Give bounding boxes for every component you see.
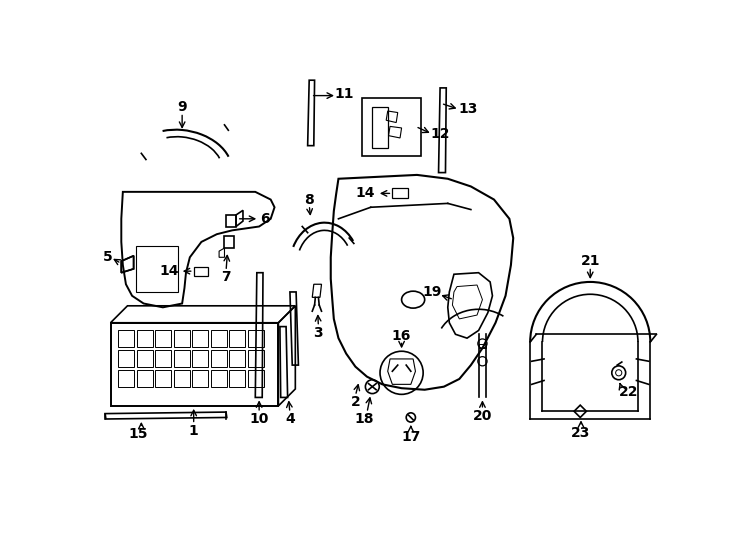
Text: 14: 14 [159,264,179,278]
Text: 15: 15 [128,427,148,441]
Text: 4: 4 [285,412,295,426]
Text: 12: 12 [430,127,450,141]
Text: 18: 18 [355,412,374,426]
Text: 21: 21 [581,254,600,268]
Text: 22: 22 [619,385,639,399]
Text: 16: 16 [392,329,411,343]
Text: 10: 10 [250,412,269,426]
Text: 13: 13 [459,103,479,117]
Text: 1: 1 [189,423,199,437]
Text: 11: 11 [335,87,355,101]
Text: 19: 19 [423,285,442,299]
Text: 7: 7 [221,269,230,284]
Text: 14: 14 [356,186,375,200]
Text: 17: 17 [401,430,421,444]
Text: 9: 9 [178,100,187,114]
Text: 2: 2 [351,395,360,409]
Text: 20: 20 [473,409,492,423]
Text: 8: 8 [305,193,314,206]
Text: 5: 5 [103,251,112,264]
Text: 6: 6 [260,212,269,226]
Text: 23: 23 [571,426,591,440]
Text: 3: 3 [313,326,323,340]
